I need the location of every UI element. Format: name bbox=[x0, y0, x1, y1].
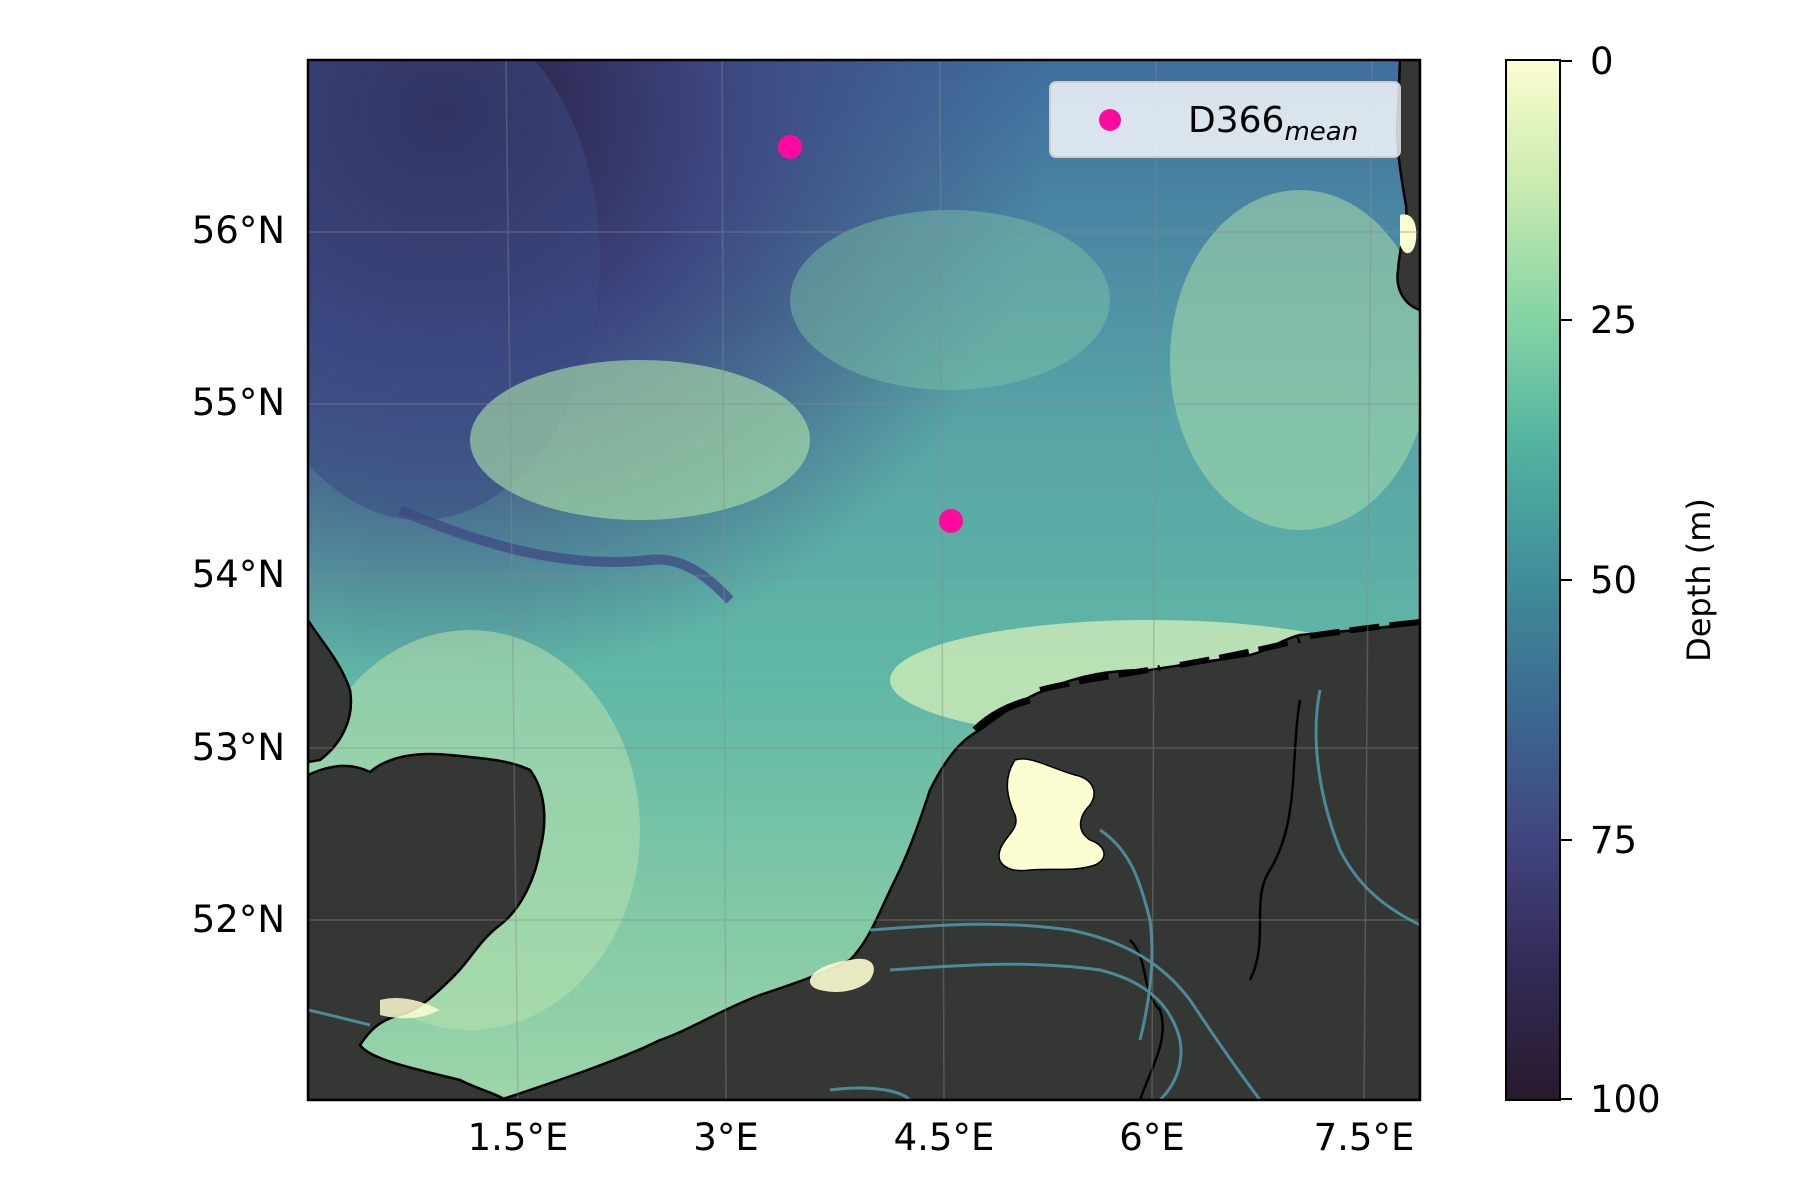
border-de bbox=[1248, 699, 1302, 981]
map-panel: D366mean bbox=[308, 60, 1420, 1100]
river-ems bbox=[1314, 689, 1420, 927]
colorbar-ticks bbox=[1560, 60, 1572, 1100]
legend-box bbox=[1049, 81, 1401, 158]
lon-tick-label: 6°E bbox=[1119, 1116, 1184, 1159]
land-britain bbox=[308, 752, 546, 1100]
shallow-bank-3 bbox=[1170, 190, 1420, 530]
lon-tick-label: 1.5°E bbox=[468, 1116, 569, 1159]
lon-tick-label: 3°E bbox=[693, 1116, 758, 1159]
gridlines bbox=[308, 60, 1420, 1100]
shallow-bank-2 bbox=[790, 210, 1110, 390]
colorbar-gradient bbox=[1505, 59, 1561, 1101]
river-schelde bbox=[829, 1086, 912, 1100]
lat-tick-label: 55°N bbox=[192, 381, 285, 424]
thames-estuary bbox=[380, 998, 440, 1019]
colorbar-tick-label: 25 bbox=[1590, 299, 1637, 342]
lat-tick-label: 52°N bbox=[192, 898, 285, 941]
land-britain-north bbox=[308, 617, 353, 764]
estuary bbox=[810, 958, 874, 992]
colorbar-tick-label: 0 bbox=[1590, 40, 1614, 83]
legend-marker bbox=[1099, 109, 1121, 131]
trench bbox=[398, 505, 734, 604]
colorbar-tick-label: 50 bbox=[1590, 559, 1637, 602]
ijsselmeer bbox=[998, 758, 1105, 872]
legend-label: D366mean bbox=[1188, 100, 1358, 147]
lon-tick-labels: 1.5°E 3°E 4.5°E 6°E 7.5°E bbox=[468, 1116, 1415, 1159]
data-point[interactable] bbox=[939, 509, 963, 533]
denmark-lagoon bbox=[1400, 214, 1417, 254]
colorbar-tick-label: 100 bbox=[1590, 1078, 1661, 1121]
border-nl-de bbox=[1129, 939, 1164, 1100]
lon-tick-label: 7.5°E bbox=[1314, 1116, 1415, 1159]
lat-tick-label: 53°N bbox=[192, 726, 285, 769]
river-maas bbox=[889, 962, 1183, 1100]
river-rhine bbox=[869, 922, 1262, 1100]
legend: D366mean bbox=[1049, 81, 1401, 158]
colorbar-tick-label: 75 bbox=[1590, 819, 1637, 862]
shallow-bank bbox=[470, 360, 810, 520]
river-ijssel bbox=[1099, 828, 1154, 1041]
map-frame bbox=[306, 58, 1422, 1102]
lat-tick-labels: 56°N 55°N 54°N 53°N 52°N bbox=[192, 209, 285, 941]
colorbar: 0 25 50 75 100 Depth (m) bbox=[1505, 40, 1718, 1121]
data-point[interactable] bbox=[778, 135, 802, 159]
river-thames bbox=[308, 1008, 371, 1027]
lon-tick-label: 4.5°E bbox=[894, 1116, 995, 1159]
colorbar-label: Depth (m) bbox=[1680, 498, 1718, 662]
wadden-islands-2 bbox=[1039, 619, 1420, 693]
lat-tick-label: 56°N bbox=[192, 209, 285, 252]
lat-tick-label: 54°N bbox=[192, 553, 285, 596]
wadden-islands-1 bbox=[972, 696, 1031, 733]
